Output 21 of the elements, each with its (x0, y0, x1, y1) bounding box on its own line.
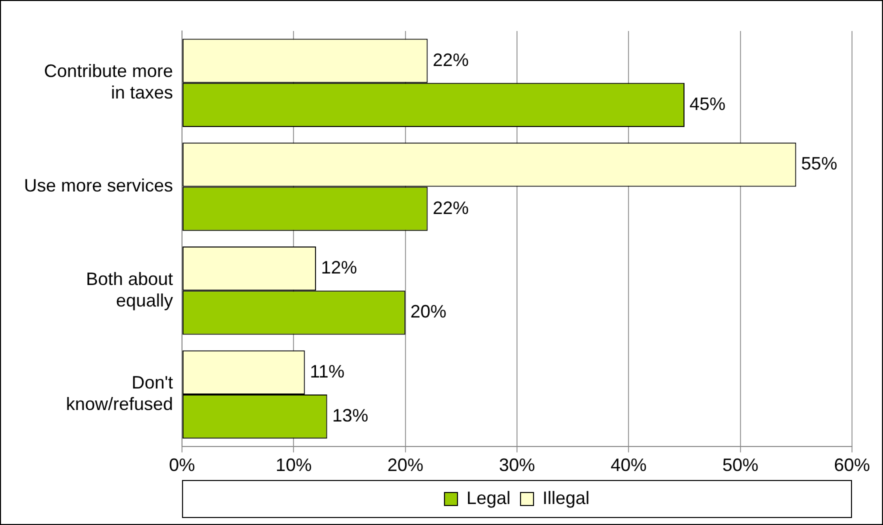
data-label: 11% (310, 361, 345, 382)
x-tick-label: 20% (387, 455, 424, 476)
legend-label: Legal (466, 488, 511, 508)
x-tick-label: 0% (169, 455, 196, 476)
x-tick-label: 40% (610, 455, 647, 476)
data-label: 20% (410, 302, 446, 322)
data-label: 13% (332, 406, 368, 426)
x-tick-label: 10% (276, 455, 312, 476)
data-label: 22% (432, 198, 469, 218)
data-label: 22% (432, 50, 469, 70)
x-tick-label: 50% (722, 455, 758, 476)
x-tick-label: 30% (499, 455, 536, 476)
data-label: 55% (801, 154, 838, 174)
legend-label: Illegal (542, 488, 590, 508)
data-label: 45% (690, 94, 726, 114)
y-tick-label: Both about equally (86, 268, 174, 310)
data-label: 12% (321, 258, 358, 278)
y-tick-label: Don't know/refused (66, 372, 174, 414)
y-tick-label: Use more services (24, 176, 174, 196)
x-tick-label: 60% (834, 455, 870, 476)
y-tick-label: Contribute more in taxes (44, 61, 174, 103)
